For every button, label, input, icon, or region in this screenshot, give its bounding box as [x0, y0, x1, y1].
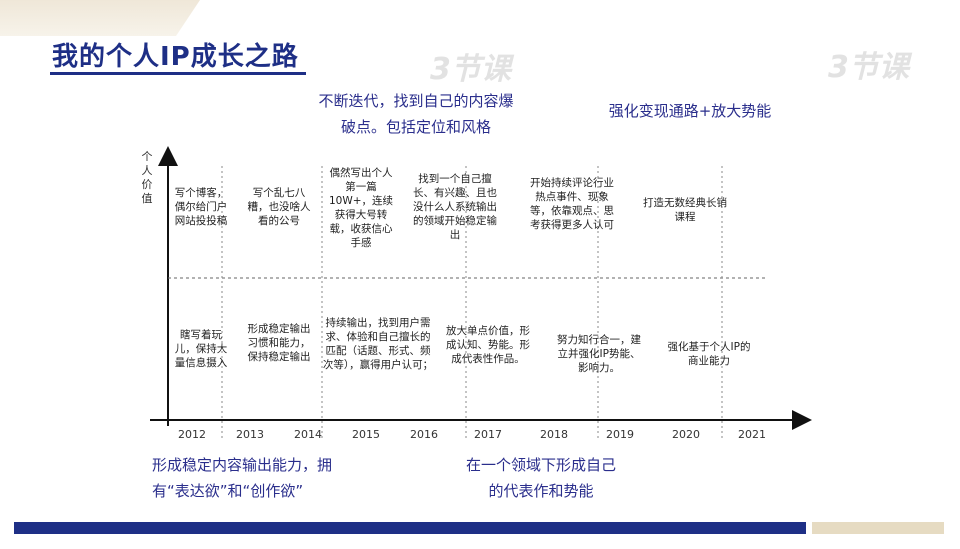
year-label: 2021 — [738, 428, 766, 441]
title-underline — [50, 72, 306, 75]
year-label: 2017 — [474, 428, 502, 441]
year-dividers — [221, 166, 723, 438]
annotation-monetize: 强化变现通路+放大势能 — [608, 102, 772, 120]
year-label: 2013 — [236, 428, 264, 441]
lower-cell: 持续输出，找到用户需求、体验和自己擅长的匹配（话题、形式、频次等），赢得用户认可… — [322, 317, 434, 371]
year-label: 2019 — [606, 428, 634, 441]
year-label: 2016 — [410, 428, 438, 441]
annotation-stable-output: 形成稳定内容输出能力，拥有“表达欲”和“创作欲” — [152, 456, 333, 500]
year-label: 2014 — [294, 428, 322, 441]
annotation-iterate: 不断迭代，找到自己的内容爆破点。包括定位和风格 — [318, 92, 514, 136]
lower-cell: 形成稳定输出习惯和能力，保持稳定输出 — [247, 323, 311, 363]
lower-cell: 瞎写着玩儿，保持大量信息摄入 — [174, 329, 228, 369]
lower-cell: 强化基于个人IP的商业能力 — [667, 341, 751, 367]
lower-cell: 努力知行合一，建立并强化IP势能、影响力。 — [557, 334, 641, 374]
upper-cell: 找到一个自己擅长、有兴趣、且也没什么人系统输出的领域开始稳定输出 — [413, 173, 497, 241]
footer-band-beige — [812, 522, 944, 534]
year-label: 2015 — [352, 428, 380, 441]
page-title: 我的个人IP成长之路 — [52, 42, 299, 72]
upper-cell: 写个乱七八糟，也没啥人看的公号 — [247, 187, 311, 227]
footer-band-navy — [14, 522, 806, 534]
annotation-representative-work: 在一个领域下形成自己的代表作和势能 — [466, 456, 617, 500]
year-label: 2012 — [178, 428, 206, 441]
upper-cell: 开始持续评论行业热点事件、现象等，依靠观点、思考获得更多人认可 — [530, 177, 614, 231]
watermark-logo-corner: 3节课 — [828, 50, 909, 85]
watermark-logo: 3节课 — [430, 52, 511, 87]
year-label: 2018 — [540, 428, 568, 441]
y-axis-label: 个人价值 — [141, 150, 153, 205]
corner-decoration — [0, 0, 200, 36]
year-label: 2020 — [672, 428, 700, 441]
upper-cell: 写个博客，偶尔给门户网站投投稿 — [174, 187, 228, 227]
upper-cell: 打造无数经典长销课程 — [643, 197, 727, 223]
lower-cell: 放大单点价值，形成认知、势能。形成代表性作品。 — [446, 325, 530, 365]
upper-cell: 偶然写出个人第一篇10W+，连续获得大号转载，收获信心手感 — [328, 167, 394, 249]
